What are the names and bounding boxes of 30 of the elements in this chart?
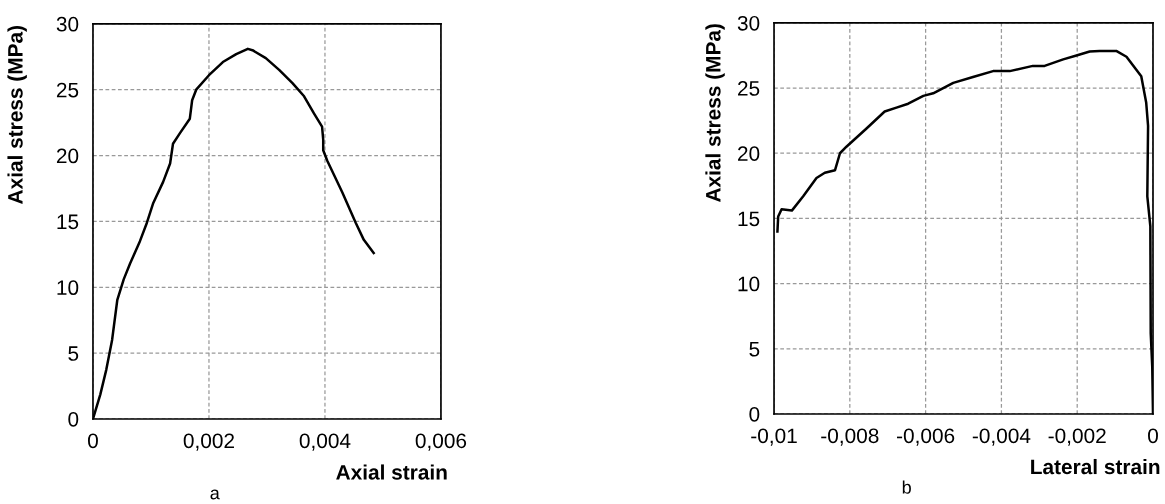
text: b xyxy=(902,480,911,494)
y-tick-label: 15 xyxy=(738,211,760,227)
x-tick-label: 0,004 xyxy=(299,433,351,451)
x-tick-label: -0,002 xyxy=(1048,428,1106,446)
y-tick-label: 20 xyxy=(738,146,760,161)
y-tick-label: 10 xyxy=(57,280,79,296)
y-axis-title: Axial stress (MPa) xyxy=(705,24,725,203)
y-tick-label: 5 xyxy=(749,342,760,357)
x-tick-label: 0,002 xyxy=(183,433,234,451)
x-tick-label: -0,006 xyxy=(897,428,955,446)
x-axis-title: Lateral strain xyxy=(1031,458,1160,475)
y-tick-label: 25 xyxy=(56,82,79,98)
y-axis-title: Axial stress (MPa) xyxy=(7,26,27,204)
x-tick-label: -0,008 xyxy=(821,428,879,446)
y-tick-label: 20 xyxy=(56,148,79,164)
y-tick-label: 25 xyxy=(738,81,760,96)
y-tick-label: 5 xyxy=(68,346,79,361)
text: a xyxy=(210,489,220,500)
x-tick-label: -0,01 xyxy=(751,428,797,446)
y-tick-label: 0 xyxy=(749,406,760,422)
y-tick-label: 10 xyxy=(738,276,760,292)
x-tick-label: 0,006 xyxy=(415,433,467,451)
x-tick-label: -0,004 xyxy=(972,428,1031,446)
x-tick-label: 0 xyxy=(87,433,98,449)
y-tick-label: 15 xyxy=(57,214,79,230)
y-tick-label: 30 xyxy=(56,16,79,32)
x-tick-label: 0 xyxy=(1148,428,1158,444)
x-axis-title: Axial strain xyxy=(336,464,447,480)
y-tick-label: 0 xyxy=(68,411,79,427)
y-tick-label: 30 xyxy=(737,15,760,31)
